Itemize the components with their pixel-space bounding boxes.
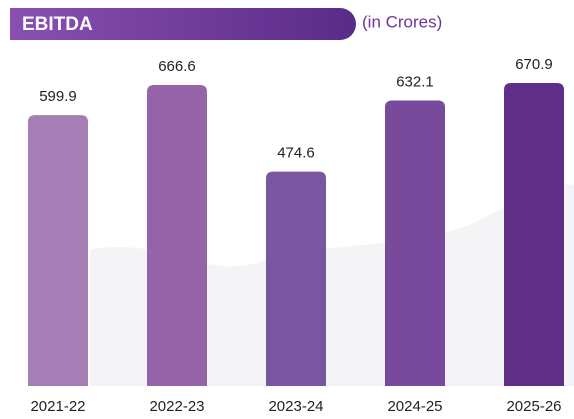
- title-banner: [10, 8, 356, 40]
- bar: [266, 171, 326, 386]
- bar: [385, 100, 445, 387]
- bar: [28, 115, 88, 386]
- bar: [504, 83, 564, 386]
- x-tick-label: 2023-24: [268, 398, 323, 415]
- background-wave: [90, 184, 574, 386]
- value-label: 599.9: [39, 88, 77, 105]
- x-tick-label: 2025-26: [506, 398, 561, 415]
- bar: [147, 84, 207, 386]
- x-tick-label: 2021-22: [30, 398, 85, 415]
- value-label: 670.9: [515, 56, 553, 73]
- value-label: 666.6: [158, 58, 196, 75]
- chart-title: EBITDA: [22, 14, 93, 35]
- chart-subtitle: (in Crores): [362, 12, 442, 31]
- x-tick-label: 2024-25: [387, 398, 442, 415]
- x-tick-label: 2022-23: [149, 398, 204, 415]
- value-label: 474.6: [277, 145, 315, 162]
- value-label: 632.1: [396, 73, 434, 90]
